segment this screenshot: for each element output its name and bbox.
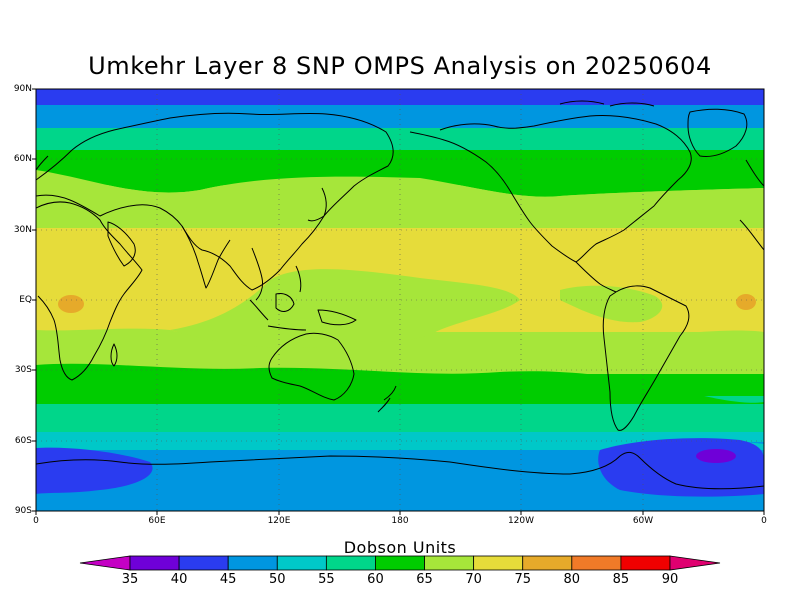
- coast-arabia: [107, 221, 136, 267]
- coast-greenland: [687, 108, 748, 157]
- coast-africa: [36, 201, 143, 381]
- coast-newguinea: [317, 309, 357, 326]
- ytick-label: 30S: [14, 365, 32, 375]
- colorbar-segment: [325, 555, 376, 571]
- colorbar-segment: [424, 555, 475, 571]
- coast-borneo: [275, 293, 295, 312]
- colorbar-label: 40: [170, 572, 188, 587]
- colorbar-under-arrow: [79, 555, 131, 571]
- coast-antarctica: [36, 451, 764, 490]
- teal-patch-s: [36, 413, 764, 432]
- ytick-label: 90S: [14, 506, 32, 516]
- lightgreen-patch-indonesia: [170, 269, 520, 349]
- ytick-label: 30N: [13, 225, 32, 235]
- xtick-label: 0: [761, 516, 767, 526]
- ytick-label: 60N: [13, 154, 32, 164]
- coast-java: [267, 325, 307, 331]
- coast-southamerica: [602, 285, 690, 431]
- blue-patch-antarctic-east: [36, 447, 153, 494]
- cyan-patch-s: [36, 435, 764, 450]
- colorbar-label: 65: [416, 572, 433, 587]
- orange-patch-atlantic: [736, 294, 756, 310]
- colorbar-segment: [375, 555, 425, 571]
- coast-japan: [307, 187, 327, 222]
- colorbar-label: 45: [219, 572, 237, 587]
- colorbar-label: 50: [268, 572, 286, 587]
- colorbar-title: Dobson Units: [343, 538, 457, 557]
- xtick-label: 60W: [632, 516, 654, 526]
- coast-europe-edge: [745, 159, 764, 187]
- colorbar-segment: [276, 555, 327, 571]
- colorbar-label: 75: [514, 572, 531, 587]
- coast-australia: [268, 332, 355, 401]
- colorbar-segment: [178, 555, 229, 571]
- xtick-label: 0: [33, 516, 39, 526]
- xtick-label: 120E: [267, 516, 291, 526]
- coast-eurasia: [36, 112, 394, 291]
- colorbar-label: 90: [661, 572, 679, 587]
- axis-ticks: [32, 88, 765, 515]
- coast-madagascar: [110, 343, 118, 367]
- coast-sumatra: [249, 299, 269, 321]
- coast-arctic-islands: [559, 100, 655, 107]
- colorbar-segment: [620, 555, 671, 571]
- lightgreen-patch-central: [36, 328, 764, 374]
- colorbar-label: 80: [563, 572, 581, 587]
- coast-northamerica: [409, 115, 692, 263]
- gridlines: [36, 89, 764, 511]
- coast-uk: [36, 155, 49, 171]
- colorbar-label: 60: [367, 572, 384, 587]
- coast-westafrica-edge: [739, 219, 764, 251]
- coast-seasia: [251, 247, 263, 301]
- colorbar: [79, 555, 721, 571]
- green-patch-s: [36, 363, 764, 404]
- colorbar-label: 55: [318, 572, 335, 587]
- ytick-label: 60S: [14, 436, 32, 446]
- colorbar-label: 85: [612, 572, 630, 587]
- colorbar-segment: [571, 555, 622, 571]
- colorbar-label: 70: [465, 572, 482, 587]
- green-patch-n-atlantic: [36, 150, 764, 197]
- colorbar-segment: [129, 555, 180, 571]
- coast-nz: [377, 385, 397, 413]
- xtick-label: 60E: [148, 516, 166, 526]
- colorbar-segment: [227, 555, 278, 571]
- xtick-label: 120W: [507, 516, 535, 526]
- coastlines: [36, 100, 764, 490]
- ytick-label: 90N: [13, 84, 32, 94]
- coast-philippines: [295, 265, 302, 293]
- ytick-label: EQ: [19, 295, 32, 305]
- xtick-label: 180: [391, 516, 409, 526]
- colorbar-label: 35: [121, 572, 139, 587]
- coast-centralamerica: [575, 261, 617, 293]
- colorbar-segment: [473, 555, 524, 571]
- coast-india: [181, 225, 231, 289]
- lightgreen-patch-samerica: [560, 285, 663, 323]
- purple-patch-antarctic: [696, 449, 736, 463]
- colorbar-segment: [522, 555, 573, 571]
- chart-title: Umkehr Layer 8 SNP OMPS Analysis on 2025…: [88, 52, 712, 80]
- orange-patch-africa: [58, 295, 84, 313]
- colorbar-over-arrow: [669, 555, 721, 571]
